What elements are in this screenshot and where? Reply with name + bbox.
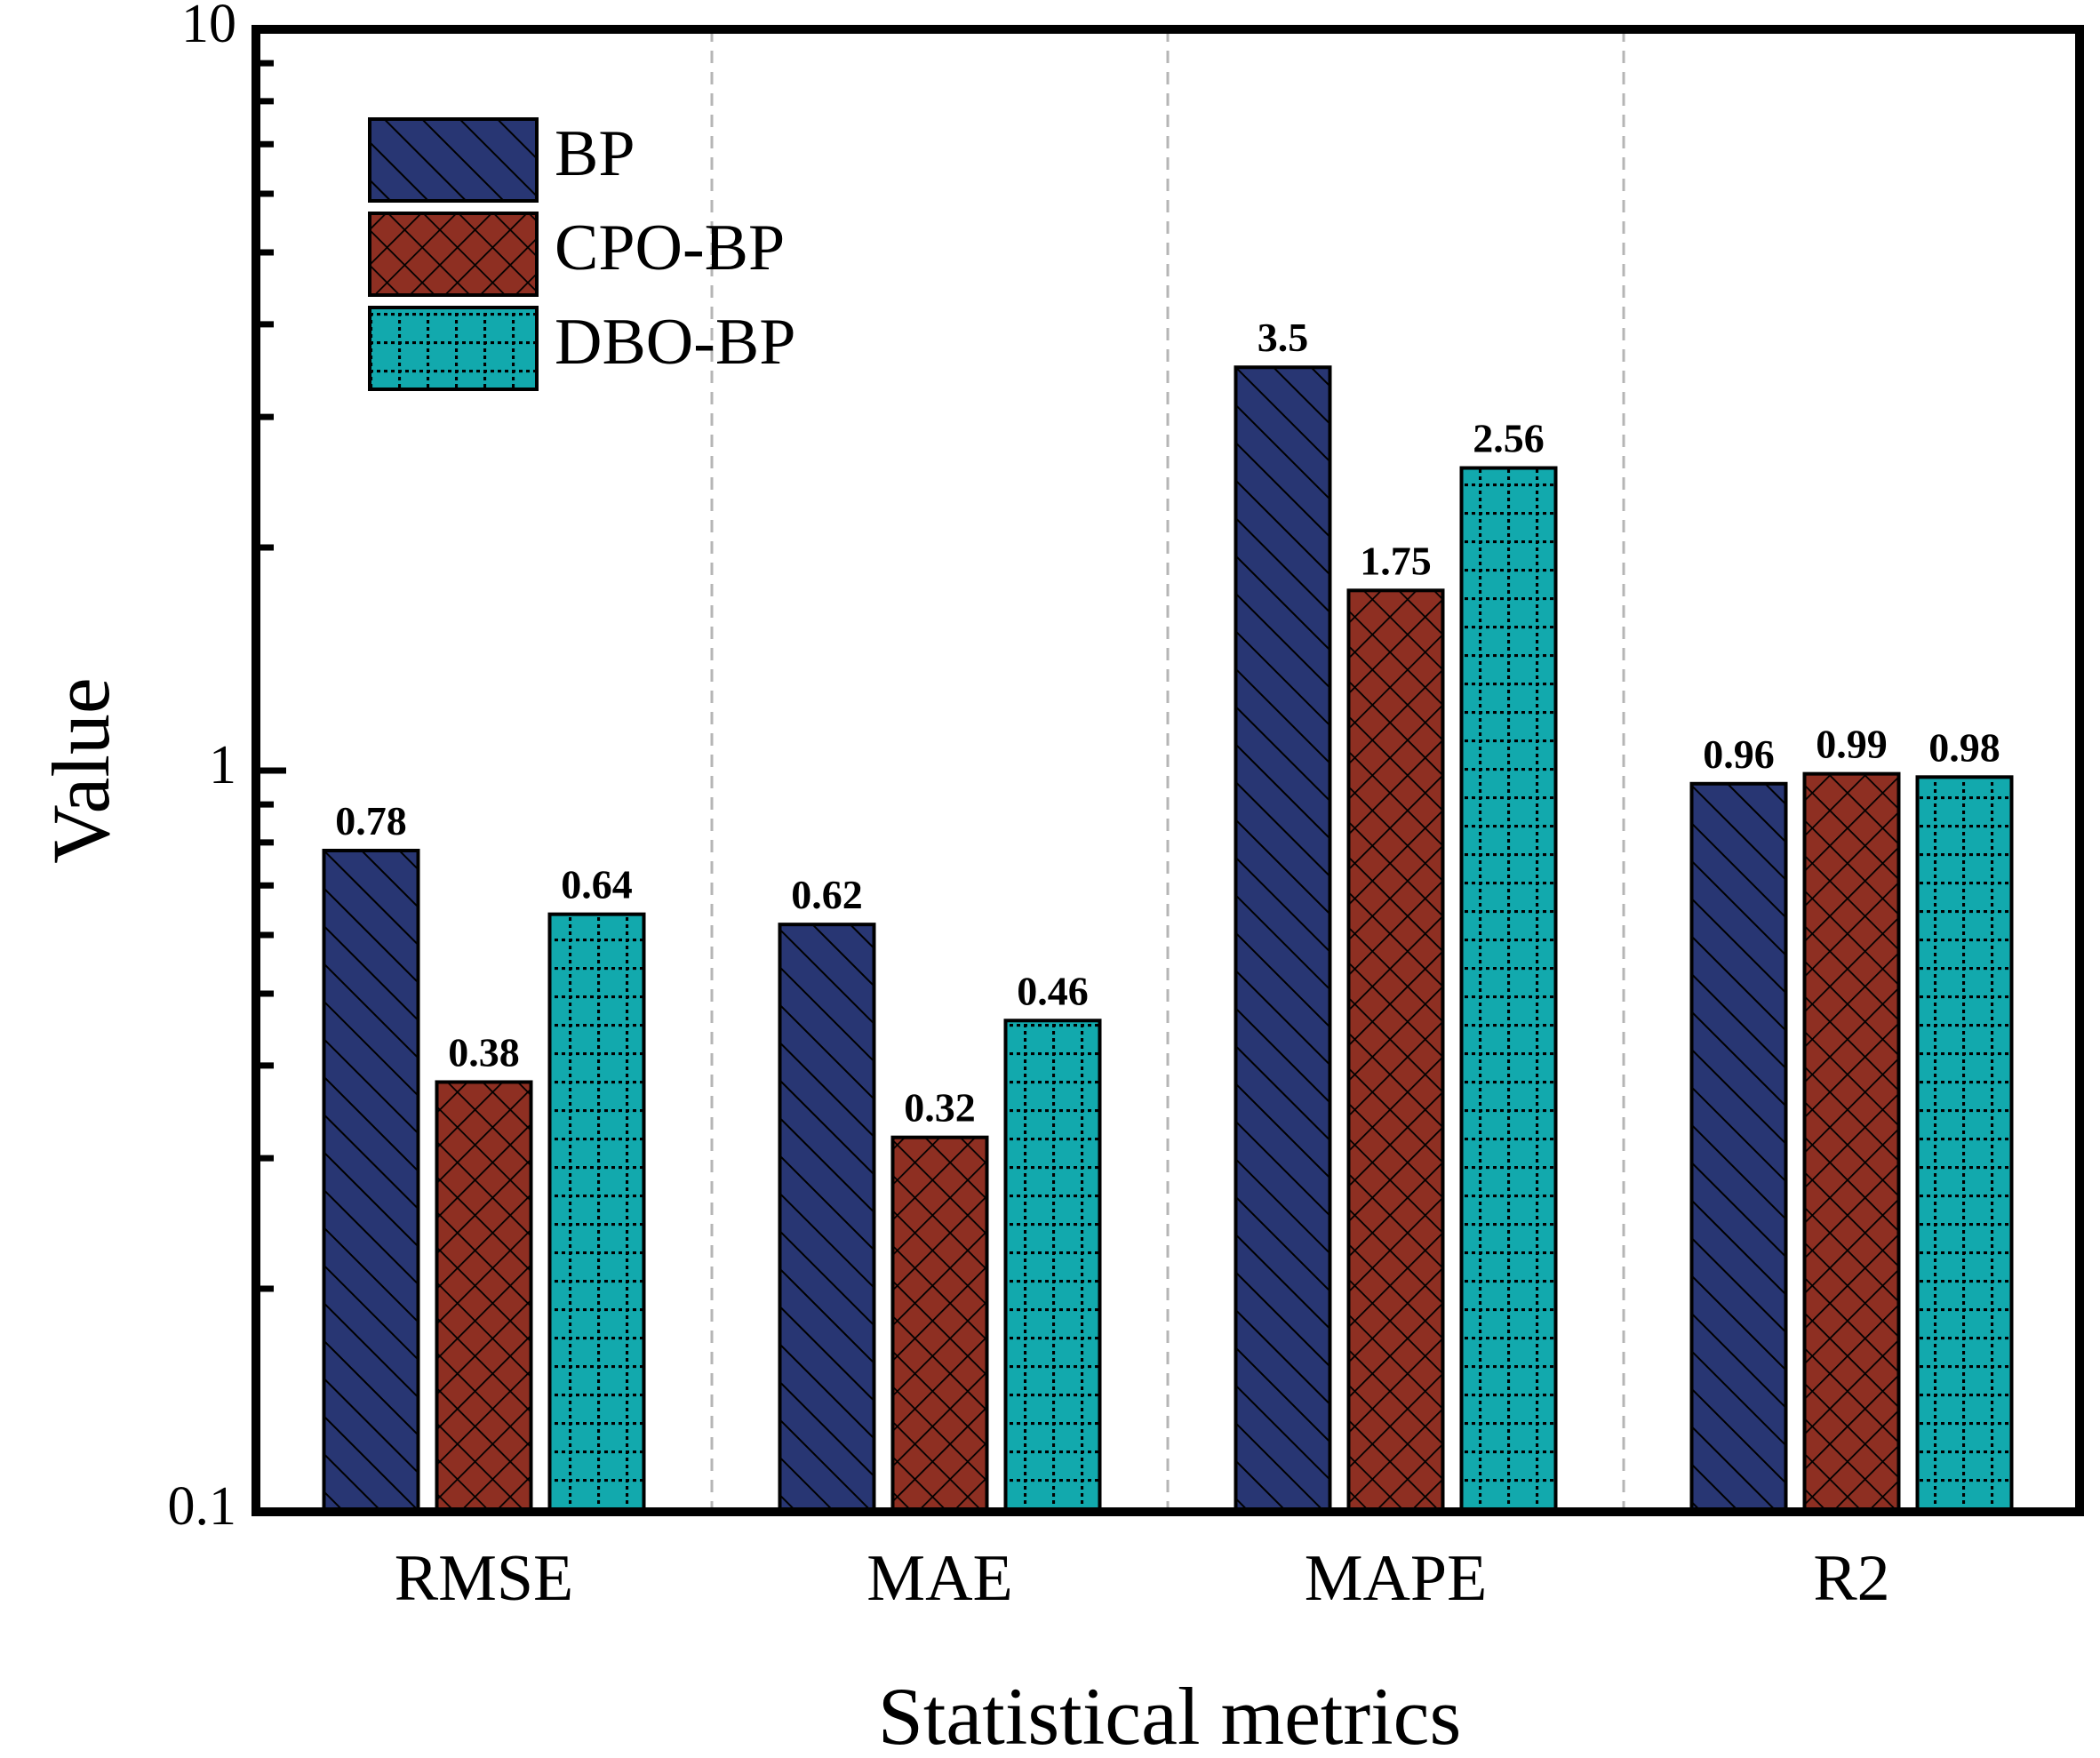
data-label-cpo-bp-mape: 1.75 [1360,538,1432,583]
y-tick-label: 0.1 [168,1476,237,1537]
x-tick-label-rmse: RMSE [395,1542,574,1615]
bar-pattern-bp-mae [778,923,876,1514]
data-label-bp-rmse: 0.78 [335,798,407,843]
bar-pattern-dbo-bp-rmse [547,912,646,1514]
bar-series-group [322,365,2014,1514]
y-tick-label: 1 [209,735,236,795]
x-axis-category-labels: RMSE MAE MAPE R2 [395,1542,1890,1615]
data-label-dbo-bp-rmse: 0.64 [561,862,633,907]
x-tick-label-mape: MAPE [1305,1542,1488,1615]
bar-pattern-bp-r2 [1689,781,1788,1514]
bar-pattern-bp-rmse [322,848,420,1514]
legend-label-bp: BP [555,117,635,190]
data-label-dbo-bp-mape: 2.56 [1473,416,1545,461]
bar-pattern-cpo-bp-rmse [435,1080,533,1514]
data-label-dbo-bp-r2: 0.98 [1928,724,2000,770]
data-label-bp-mae: 0.62 [791,872,863,917]
data-label-dbo-bp-mae: 0.46 [1017,968,1089,1013]
x-tick-label-mae: MAE [866,1542,1012,1615]
bar-pattern-cpo-bp-r2 [1802,771,1901,1514]
data-label-cpo-bp-r2: 0.99 [1816,722,1888,767]
legend-swatch-pattern-dbo-bp [368,306,539,391]
y-tick-label: 10 [181,0,236,54]
data-label-bp-mape: 3.5 [1258,315,1309,360]
data-label-group: 0.78 0.38 0.64 0.62 0.32 0.46 3.5 1.75 2.56 0.96 0… [335,315,2000,1130]
category-separators [710,29,1625,1512]
legend-swatch-pattern-cpo-bp [368,212,539,297]
legend-label-dbo-bp: DBO-BP [555,306,795,379]
x-tick-label-r2: R2 [1813,1542,1889,1615]
legend-swatch-pattern-bp [368,117,539,203]
y-axis-ticks: 0.1 1 10 [168,0,286,1537]
bar-pattern-dbo-bp-mae [1003,1019,1102,1514]
x-axis-title: Statistical metrics [878,1671,1462,1758]
data-label-cpo-bp-mae: 0.32 [904,1085,976,1131]
legend-label-cpo-bp: CPO-BP [555,212,785,284]
bar-pattern-cpo-bp-mape [1346,588,1445,1514]
data-label-cpo-bp-rmse: 0.38 [448,1029,520,1075]
bar-pattern-cpo-bp-mae [890,1135,989,1514]
y-axis-title: Value [36,677,126,863]
bar-pattern-bp-mape [1234,365,1332,1514]
data-label-bp-r2: 0.96 [1703,731,1775,777]
bar-pattern-dbo-bp-mape [1459,466,1558,1514]
bar-pattern-dbo-bp-r2 [1915,775,2014,1514]
legend: BP CPO-BP DBO-BP [368,117,795,391]
